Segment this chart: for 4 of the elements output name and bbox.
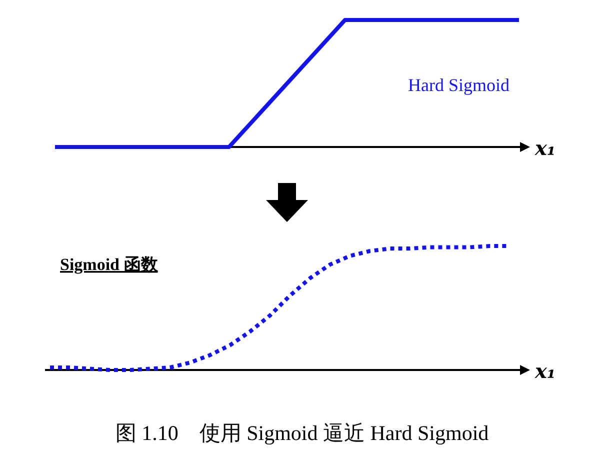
x-axis-title: x₁ [534, 359, 556, 383]
caption: 图 1.10 使用 Sigmoid 逼近 Hard Sigmoid [115, 421, 490, 445]
text: Hard Sigmoid [408, 75, 510, 95]
x-axis-title: x₁ [534, 136, 556, 160]
